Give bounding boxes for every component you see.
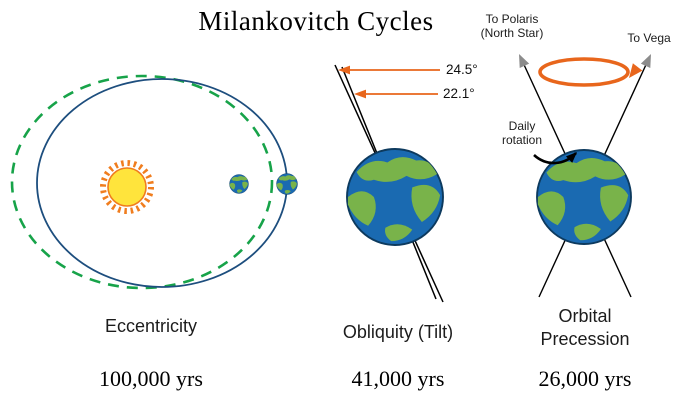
daily-rotation-label: Daily rotation <box>502 119 542 147</box>
sun-rays-icon <box>100 160 154 214</box>
precession-period: 26,000 yrs <box>538 366 632 391</box>
to-polaris-label-line2: (North Star) <box>480 26 544 40</box>
precession-loop <box>538 57 630 87</box>
daily-rotation-arrowhead-icon <box>565 152 577 163</box>
sun-icon <box>107 167 147 207</box>
obliquity-period: 41,000 yrs <box>351 366 445 391</box>
precession-label-line1: Orbital <box>558 306 612 326</box>
tilt-arrow-22-1-head-icon <box>354 89 366 99</box>
to-polaris-label: To Polaris (North Star) <box>481 12 544 40</box>
earth-globe-orbit-inner <box>230 175 249 194</box>
earth-globe-obliquity <box>347 149 443 245</box>
page-title: Milankovitch Cycles <box>198 6 434 36</box>
eccentricity-period: 100,000 yrs <box>99 366 203 391</box>
to-polaris-label-line1: To Polaris <box>485 12 539 26</box>
obliquity-label: Obliquity (Tilt) <box>342 322 454 342</box>
eccentricity-label: Eccentricity <box>104 316 198 336</box>
vega-arrowhead-icon <box>640 54 651 68</box>
polaris-arrowhead-icon <box>519 54 530 68</box>
circular-orbit-solid <box>36 78 288 288</box>
to-vega-label: To Vega <box>627 31 671 45</box>
angle-min-label: 22.1° <box>443 86 475 101</box>
daily-rotation-label-line2: rotation <box>501 133 543 147</box>
eccentric-orbit-dashed <box>10 74 274 290</box>
angle-max-label: 24.5° <box>446 62 478 77</box>
precession-label: Orbital Precession <box>540 305 629 351</box>
earth-globe-orbit-outer <box>277 174 298 195</box>
daily-rotation-label-line1: Daily <box>508 119 536 133</box>
precession-arrowhead-icon <box>629 63 643 78</box>
precession-label-line2: Precession <box>540 329 630 349</box>
tilt-arrow-24-5-head-icon <box>338 65 350 75</box>
